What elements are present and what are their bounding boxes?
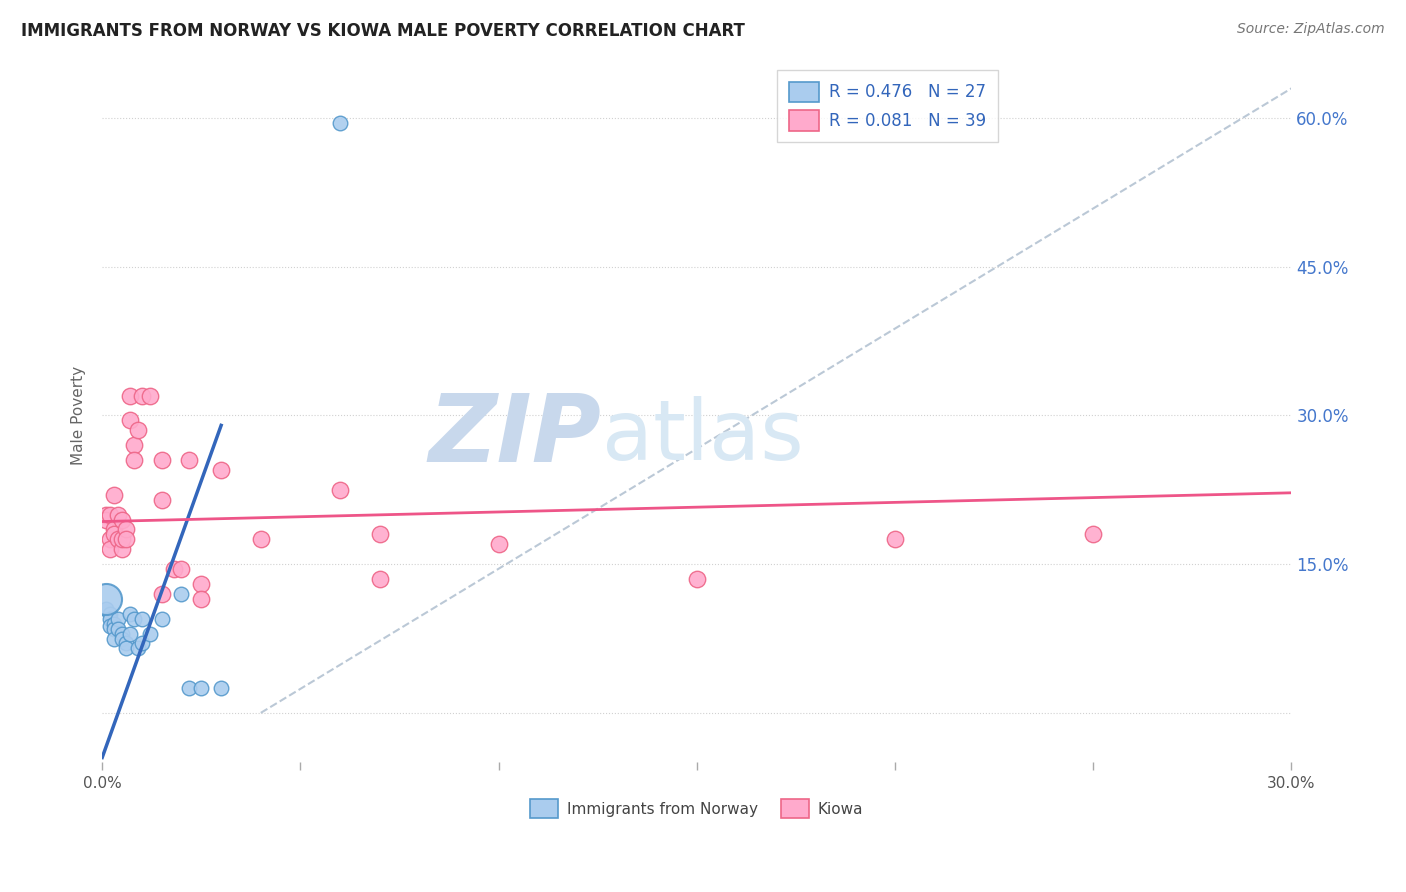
Point — [98, 618, 121, 632]
Point — [368, 527, 391, 541]
Point — [103, 632, 125, 646]
Point — [98, 533, 121, 547]
Point — [115, 641, 138, 656]
Point — [131, 389, 153, 403]
Text: ZIP: ZIP — [429, 391, 602, 483]
Point — [103, 616, 125, 631]
Text: IMMIGRANTS FROM NORWAY VS KIOWA MALE POVERTY CORRELATION CHART: IMMIGRANTS FROM NORWAY VS KIOWA MALE POV… — [21, 22, 745, 40]
Point — [111, 512, 134, 526]
Point — [111, 632, 134, 646]
Point — [96, 591, 118, 606]
Point — [115, 523, 138, 537]
Point — [107, 622, 129, 636]
Point — [96, 512, 118, 526]
Point — [150, 612, 173, 626]
Point — [98, 508, 121, 522]
Point — [209, 463, 232, 477]
Point — [150, 587, 173, 601]
Point — [98, 607, 121, 621]
Point — [1083, 527, 1105, 541]
Point — [107, 508, 129, 522]
Point — [107, 533, 129, 547]
Point — [103, 527, 125, 541]
Point — [103, 488, 125, 502]
Point — [329, 483, 352, 497]
Point — [111, 626, 134, 640]
Point — [127, 423, 149, 437]
Point — [98, 542, 121, 557]
Point — [329, 116, 352, 130]
Point — [122, 438, 145, 452]
Point — [111, 542, 134, 557]
Point — [122, 453, 145, 467]
Point — [190, 681, 212, 695]
Point — [150, 492, 173, 507]
Point — [139, 626, 162, 640]
Point — [96, 508, 118, 522]
Point — [103, 622, 125, 636]
Point — [118, 626, 141, 640]
Point — [139, 389, 162, 403]
Point — [179, 453, 201, 467]
Legend: Immigrants from Norway, Kiowa: Immigrants from Norway, Kiowa — [524, 793, 869, 824]
Point — [170, 587, 193, 601]
Text: Source: ZipAtlas.com: Source: ZipAtlas.com — [1237, 22, 1385, 37]
Point — [115, 533, 138, 547]
Point — [111, 533, 134, 547]
Point — [162, 562, 184, 576]
Point — [249, 533, 271, 547]
Point — [127, 641, 149, 656]
Point — [488, 537, 510, 551]
Y-axis label: Male Poverty: Male Poverty — [72, 366, 86, 465]
Point — [96, 601, 118, 615]
Point — [98, 612, 121, 626]
Text: atlas: atlas — [602, 396, 803, 477]
Point — [122, 612, 145, 626]
Point — [118, 413, 141, 427]
Point — [115, 636, 138, 650]
Point — [131, 636, 153, 650]
Point — [118, 607, 141, 621]
Point — [686, 572, 709, 586]
Point — [190, 577, 212, 591]
Point — [131, 612, 153, 626]
Point — [118, 389, 141, 403]
Point — [179, 681, 201, 695]
Point — [368, 572, 391, 586]
Point — [209, 681, 232, 695]
Point — [107, 612, 129, 626]
Point — [103, 523, 125, 537]
Point — [884, 533, 907, 547]
Point — [170, 562, 193, 576]
Point — [150, 453, 173, 467]
Point — [190, 591, 212, 606]
